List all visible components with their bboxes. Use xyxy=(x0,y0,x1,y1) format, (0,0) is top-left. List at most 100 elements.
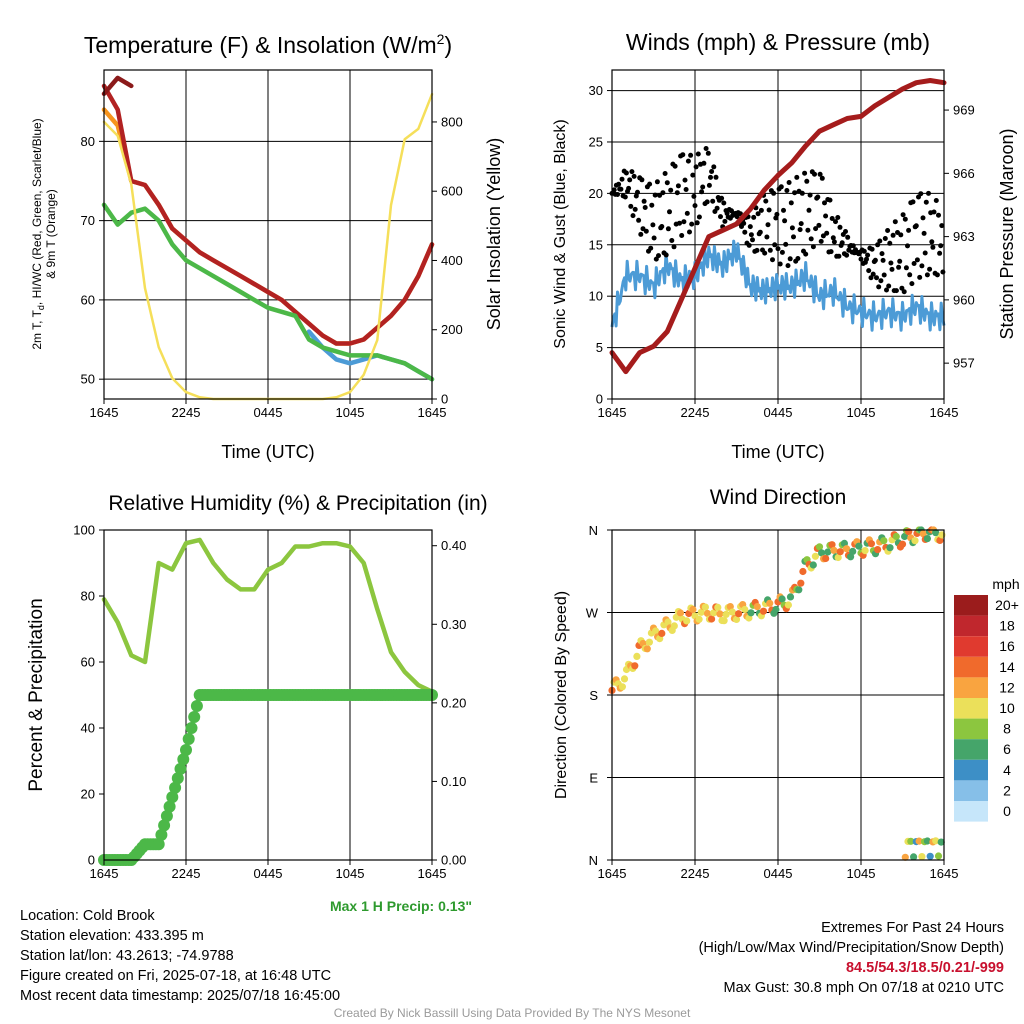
chart-title: Wind Direction xyxy=(710,486,847,509)
legend-label: 10 xyxy=(999,700,1015,716)
direction-point xyxy=(759,607,768,615)
gust-point xyxy=(734,214,740,220)
gust-point xyxy=(933,198,939,203)
direction-point xyxy=(710,609,718,617)
gust-point xyxy=(937,250,943,256)
gust-point xyxy=(844,252,850,258)
gust-point xyxy=(763,198,769,204)
gust-point xyxy=(802,170,808,176)
gust-point xyxy=(657,192,663,198)
direction-point xyxy=(932,837,940,845)
direction-point xyxy=(772,605,780,614)
direction-point xyxy=(934,852,943,860)
chart-title: Temperature (F) & Insolation (W/m2) xyxy=(84,31,452,58)
y-tick-label: 60 xyxy=(81,655,95,670)
gust-point xyxy=(922,250,928,256)
gust-point xyxy=(710,198,716,204)
gust-point xyxy=(879,251,885,257)
y-right-tick-label: 963 xyxy=(953,229,975,244)
y-axis-label: Percent & Precipitation xyxy=(26,598,47,791)
gust-point xyxy=(898,232,904,238)
direction-point xyxy=(923,535,932,543)
y-right-tick-label: 200 xyxy=(441,322,463,337)
gust-point xyxy=(654,179,660,185)
gust-point xyxy=(671,244,677,250)
direction-point xyxy=(732,615,741,624)
direction-point xyxy=(842,545,851,553)
gust-point xyxy=(694,220,700,226)
gust-point xyxy=(651,235,657,241)
gust-point xyxy=(639,177,645,183)
gust-point xyxy=(767,247,773,253)
max-precip-annotation: Max 1 H Precip: 0.13" xyxy=(330,898,472,914)
gust-point xyxy=(672,163,678,169)
gust-point xyxy=(874,275,879,281)
gust-point xyxy=(909,281,915,287)
gust-point xyxy=(885,228,891,233)
gust-point xyxy=(911,261,917,266)
gust-point xyxy=(920,215,926,221)
direction-point xyxy=(747,609,755,617)
legend-swatch xyxy=(954,656,988,678)
gust-point xyxy=(692,203,698,209)
gust-point xyxy=(631,173,637,179)
gust-point xyxy=(701,160,707,166)
x-tick-label: 0445 xyxy=(764,405,793,420)
precip-point xyxy=(180,744,192,756)
chart-title: Winds (mph) & Pressure (mb) xyxy=(626,29,930,55)
direction-point xyxy=(828,541,836,549)
wind-speed-line xyxy=(610,239,946,332)
gust-point xyxy=(709,169,715,174)
legend-title: mph xyxy=(992,576,1019,592)
gust-point xyxy=(667,209,672,215)
gust-point xyxy=(789,225,795,231)
direction-point xyxy=(689,605,697,614)
gust-point xyxy=(938,243,944,249)
direction-point xyxy=(847,553,855,561)
precip-point xyxy=(174,762,187,775)
y-tick-label: 0 xyxy=(596,392,603,407)
gust-point xyxy=(828,249,834,255)
gust-point xyxy=(913,223,919,229)
direction-point xyxy=(741,605,749,614)
gust-point xyxy=(850,243,856,249)
gust-point xyxy=(905,243,910,249)
direction-point xyxy=(652,627,660,635)
y-axis-label-line2: & 9m T (Orange) xyxy=(44,189,58,279)
gust-point xyxy=(711,164,717,170)
direction-point xyxy=(631,662,639,670)
x-tick-label: 2245 xyxy=(172,405,201,420)
gust-point xyxy=(866,268,872,274)
y-tick-label: 20 xyxy=(589,186,603,201)
gust-point xyxy=(700,184,706,190)
y-axis-label: Direction (Colored By Speed) xyxy=(553,591,570,799)
y-axis-label: Sonic Wind & Gust (Blue, Black) xyxy=(552,119,569,348)
location-text: Location: Cold Brook xyxy=(20,908,155,924)
y-right-tick-label: 966 xyxy=(953,166,975,181)
legend-label: 20+ xyxy=(995,597,1019,613)
gust-point xyxy=(815,194,821,200)
gust-point xyxy=(649,202,655,208)
gust-point xyxy=(877,238,883,244)
gust-point xyxy=(706,182,712,188)
gust-point xyxy=(869,246,875,252)
direction-point xyxy=(849,547,857,556)
pressure-line xyxy=(609,78,947,375)
gust-point xyxy=(662,171,668,176)
x-tick-label: 2245 xyxy=(172,866,201,881)
direction-point xyxy=(809,561,817,569)
precip-point xyxy=(185,722,198,734)
y-right-axis-label: Station Pressure (Maroon) xyxy=(997,128,1017,339)
gust-point xyxy=(647,181,653,187)
y-right-tick-label: 0.00 xyxy=(441,853,466,868)
precip-point xyxy=(190,700,203,712)
temperature-series-line xyxy=(101,202,435,382)
x-tick-label: 0445 xyxy=(254,405,283,420)
gust-point xyxy=(741,220,747,226)
gust-point xyxy=(919,263,925,269)
gust-point xyxy=(722,218,728,224)
gust-point xyxy=(757,229,763,235)
gust-point xyxy=(787,256,793,262)
gust-point xyxy=(822,200,827,206)
